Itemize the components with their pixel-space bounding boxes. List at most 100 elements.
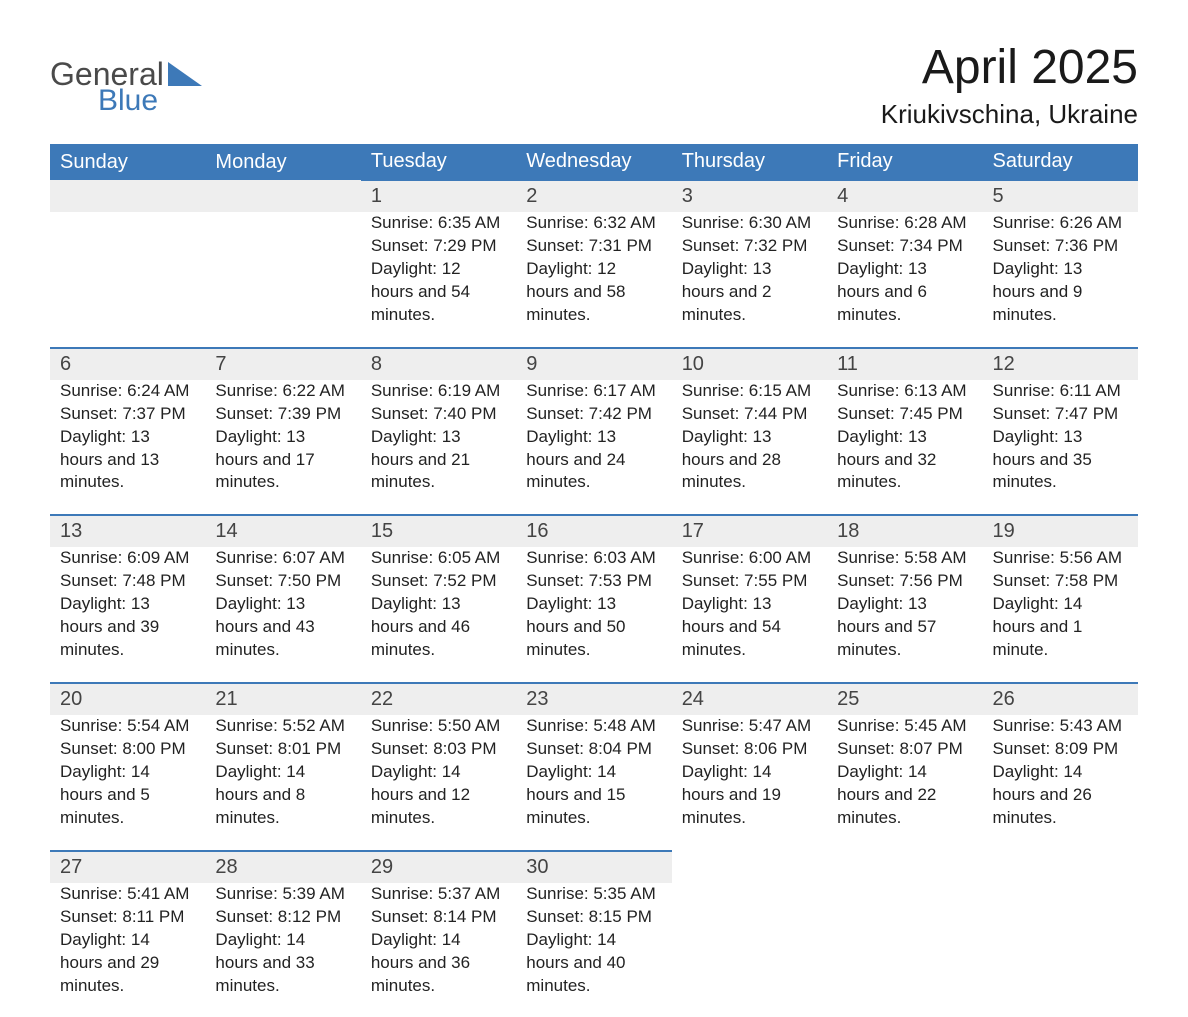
sunrise-line: Sunrise: 6:24 AM xyxy=(60,380,195,403)
day-info-cell: Sunrise: 6:00 AMSunset: 7:55 PMDaylight:… xyxy=(672,547,827,683)
day-number-cell: 5 xyxy=(983,180,1138,212)
day-number-cell: 26 xyxy=(983,683,1138,715)
day-info-cell: Sunrise: 5:41 AMSunset: 8:11 PMDaylight:… xyxy=(50,883,205,1017)
daylight-line: Daylight: 13 hours and 21 minutes. xyxy=(371,426,506,495)
sunrise-line: Sunrise: 5:52 AM xyxy=(215,715,350,738)
day-number-cell: 7 xyxy=(205,348,360,380)
sunrise-line: Sunrise: 6:15 AM xyxy=(682,380,817,403)
day-number-cell xyxy=(50,180,205,212)
sunset-line: Sunset: 7:36 PM xyxy=(993,235,1128,258)
day-info-cell: Sunrise: 6:17 AMSunset: 7:42 PMDaylight:… xyxy=(516,380,671,516)
calendar-page: General Blue April 2025 Kriukivschina, U… xyxy=(0,0,1188,918)
day-info-row: Sunrise: 6:35 AMSunset: 7:29 PMDaylight:… xyxy=(50,212,1138,348)
sunset-line: Sunset: 7:37 PM xyxy=(60,403,195,426)
daylight-line: Daylight: 14 hours and 22 minutes. xyxy=(837,761,972,830)
daylight-line: Daylight: 14 hours and 8 minutes. xyxy=(215,761,350,830)
sunset-line: Sunset: 7:34 PM xyxy=(837,235,972,258)
logo: General Blue xyxy=(50,40,202,116)
day-info-cell: Sunrise: 6:19 AMSunset: 7:40 PMDaylight:… xyxy=(361,380,516,516)
day-info-cell: Sunrise: 6:32 AMSunset: 7:31 PMDaylight:… xyxy=(516,212,671,348)
sunset-line: Sunset: 7:40 PM xyxy=(371,403,506,426)
daylight-line: Daylight: 14 hours and 29 minutes. xyxy=(60,929,195,998)
day-info-cell: Sunrise: 6:13 AMSunset: 7:45 PMDaylight:… xyxy=(827,380,982,516)
day-info-cell: Sunrise: 5:45 AMSunset: 8:07 PMDaylight:… xyxy=(827,715,982,851)
sunset-line: Sunset: 8:09 PM xyxy=(993,738,1128,761)
day-number-cell: 29 xyxy=(361,851,516,883)
sunset-line: Sunset: 8:04 PM xyxy=(526,738,661,761)
day-info-row: Sunrise: 6:24 AMSunset: 7:37 PM Daylight:… xyxy=(50,380,1138,516)
sunset-line: Sunset: 8:15 PM xyxy=(526,906,661,929)
day-number-cell: 11 xyxy=(827,348,982,380)
sunrise-line: Sunrise: 5:47 AM xyxy=(682,715,817,738)
day-info-cell: Sunrise: 5:43 AMSunset: 8:09 PMDaylight:… xyxy=(983,715,1138,851)
sunrise-line: Sunrise: 6:00 AM xyxy=(682,547,817,570)
daylight-line: Daylight: 13 hours and 17 minutes. xyxy=(215,426,350,495)
sunset-line: Sunset: 8:12 PM xyxy=(215,906,350,929)
day-number-cell: 28 xyxy=(205,851,360,883)
daylight-line: Daylight: 13 hours and 39 minutes. xyxy=(60,593,195,662)
daylight-line: Daylight: 13 hours and 46 minutes. xyxy=(371,593,506,662)
day-header: Wednesday xyxy=(516,144,671,180)
sunset-line: Sunset: 7:31 PM xyxy=(526,235,661,258)
sunrise-line: Sunrise: 5:37 AM xyxy=(371,883,506,906)
sunrise-line: Sunrise: 6:19 AM xyxy=(371,380,506,403)
day-info-cell xyxy=(827,883,982,1017)
sunrise-line: Sunrise: 6:32 AM xyxy=(526,212,661,235)
day-header: Tuesday xyxy=(361,144,516,180)
sunrise-line: Sunrise: 5:48 AM xyxy=(526,715,661,738)
day-info-row: Sunrise: 6:09 AMSunset: 7:48 PMDaylight:… xyxy=(50,547,1138,683)
sunset-line: Sunset: 8:00 PM xyxy=(60,738,195,761)
sunrise-line: Sunrise: 5:41 AM xyxy=(60,883,195,906)
day-number-cell xyxy=(827,851,982,883)
day-number-row: 12345 xyxy=(50,180,1138,212)
day-number-row: 13141516171819 xyxy=(50,515,1138,547)
day-number-cell: 21 xyxy=(205,683,360,715)
sunset-line: Sunset: 7:29 PM xyxy=(371,235,506,258)
day-info-cell: Sunrise: 5:48 AMSunset: 8:04 PMDaylight:… xyxy=(516,715,671,851)
sunrise-line: Sunrise: 6:11 AM xyxy=(993,380,1128,403)
day-number-cell: 6 xyxy=(50,348,205,380)
day-header-row: Sunday Monday Tuesday Wednesday Thursday… xyxy=(50,144,1138,180)
sunset-line: Sunset: 7:44 PM xyxy=(682,403,817,426)
day-info-cell: Sunrise: 6:26 AMSunset: 7:36 PMDaylight:… xyxy=(983,212,1138,348)
sunrise-line: Sunrise: 6:09 AM xyxy=(60,547,195,570)
day-number-row: 20212223242526 xyxy=(50,683,1138,715)
daylight-line: Daylight: 13 hours and 54 minutes. xyxy=(682,593,817,662)
daylight-line: Daylight: 13 hours and 57 minutes. xyxy=(837,593,972,662)
sunrise-line: Sunrise: 5:58 AM xyxy=(837,547,972,570)
daylight-line: Daylight: 14 hours and 1 minute. xyxy=(993,593,1128,662)
sunset-line: Sunset: 7:58 PM xyxy=(993,570,1128,593)
daylight-line: Daylight: 14 hours and 5 minutes. xyxy=(60,761,195,830)
daylight-line: Daylight: 12 hours and 54 minutes. xyxy=(371,258,506,327)
month-title: April 2025 xyxy=(881,40,1138,95)
sunrise-line: Sunrise: 5:35 AM xyxy=(526,883,661,906)
sunset-line: Sunset: 7:50 PM xyxy=(215,570,350,593)
day-info-cell: Sunrise: 6:07 AMSunset: 7:50 PMDaylight:… xyxy=(205,547,360,683)
sunset-line: Sunset: 7:56 PM xyxy=(837,570,972,593)
day-info-cell: Sunrise: 6:11 AMSunset: 7:47 PMDaylight:… xyxy=(983,380,1138,516)
sunset-line: Sunset: 7:52 PM xyxy=(371,570,506,593)
sunrise-line: Sunrise: 5:39 AM xyxy=(215,883,350,906)
day-info-cell xyxy=(672,883,827,1017)
header: General Blue April 2025 Kriukivschina, U… xyxy=(50,40,1138,130)
sunset-line: Sunset: 7:45 PM xyxy=(837,403,972,426)
sunset-line: Sunset: 7:48 PM xyxy=(60,570,195,593)
day-number-cell xyxy=(205,180,360,212)
day-number-cell: 13 xyxy=(50,515,205,547)
sunrise-line: Sunrise: 6:13 AM xyxy=(837,380,972,403)
logo-text-bottom: Blue xyxy=(98,86,202,116)
daylight-line: Daylight: 13 hours and 35 minutes. xyxy=(993,426,1128,495)
day-info-cell: Sunrise: 6:05 AMSunset: 7:52 PMDaylight:… xyxy=(361,547,516,683)
sunrise-line: Sunrise: 5:56 AM xyxy=(993,547,1128,570)
sunset-line: Sunset: 7:32 PM xyxy=(682,235,817,258)
calendar-table: Sunday Monday Tuesday Wednesday Thursday… xyxy=(50,144,1138,1017)
day-number-cell: 2 xyxy=(516,180,671,212)
sunrise-line: Sunrise: 6:28 AM xyxy=(837,212,972,235)
day-number-cell xyxy=(672,851,827,883)
day-info-row: Sunrise: 5:54 AMSunset: 8:00 PMDaylight:… xyxy=(50,715,1138,851)
day-info-cell: Sunrise: 5:37 AMSunset: 8:14 PMDaylight:… xyxy=(361,883,516,1017)
sunrise-line: Sunrise: 6:26 AM xyxy=(993,212,1128,235)
title-block: April 2025 Kriukivschina, Ukraine xyxy=(881,40,1138,130)
sunrise-line: Sunrise: 6:35 AM xyxy=(371,212,506,235)
daylight-line: Daylight: 14 hours and 15 minutes. xyxy=(526,761,661,830)
